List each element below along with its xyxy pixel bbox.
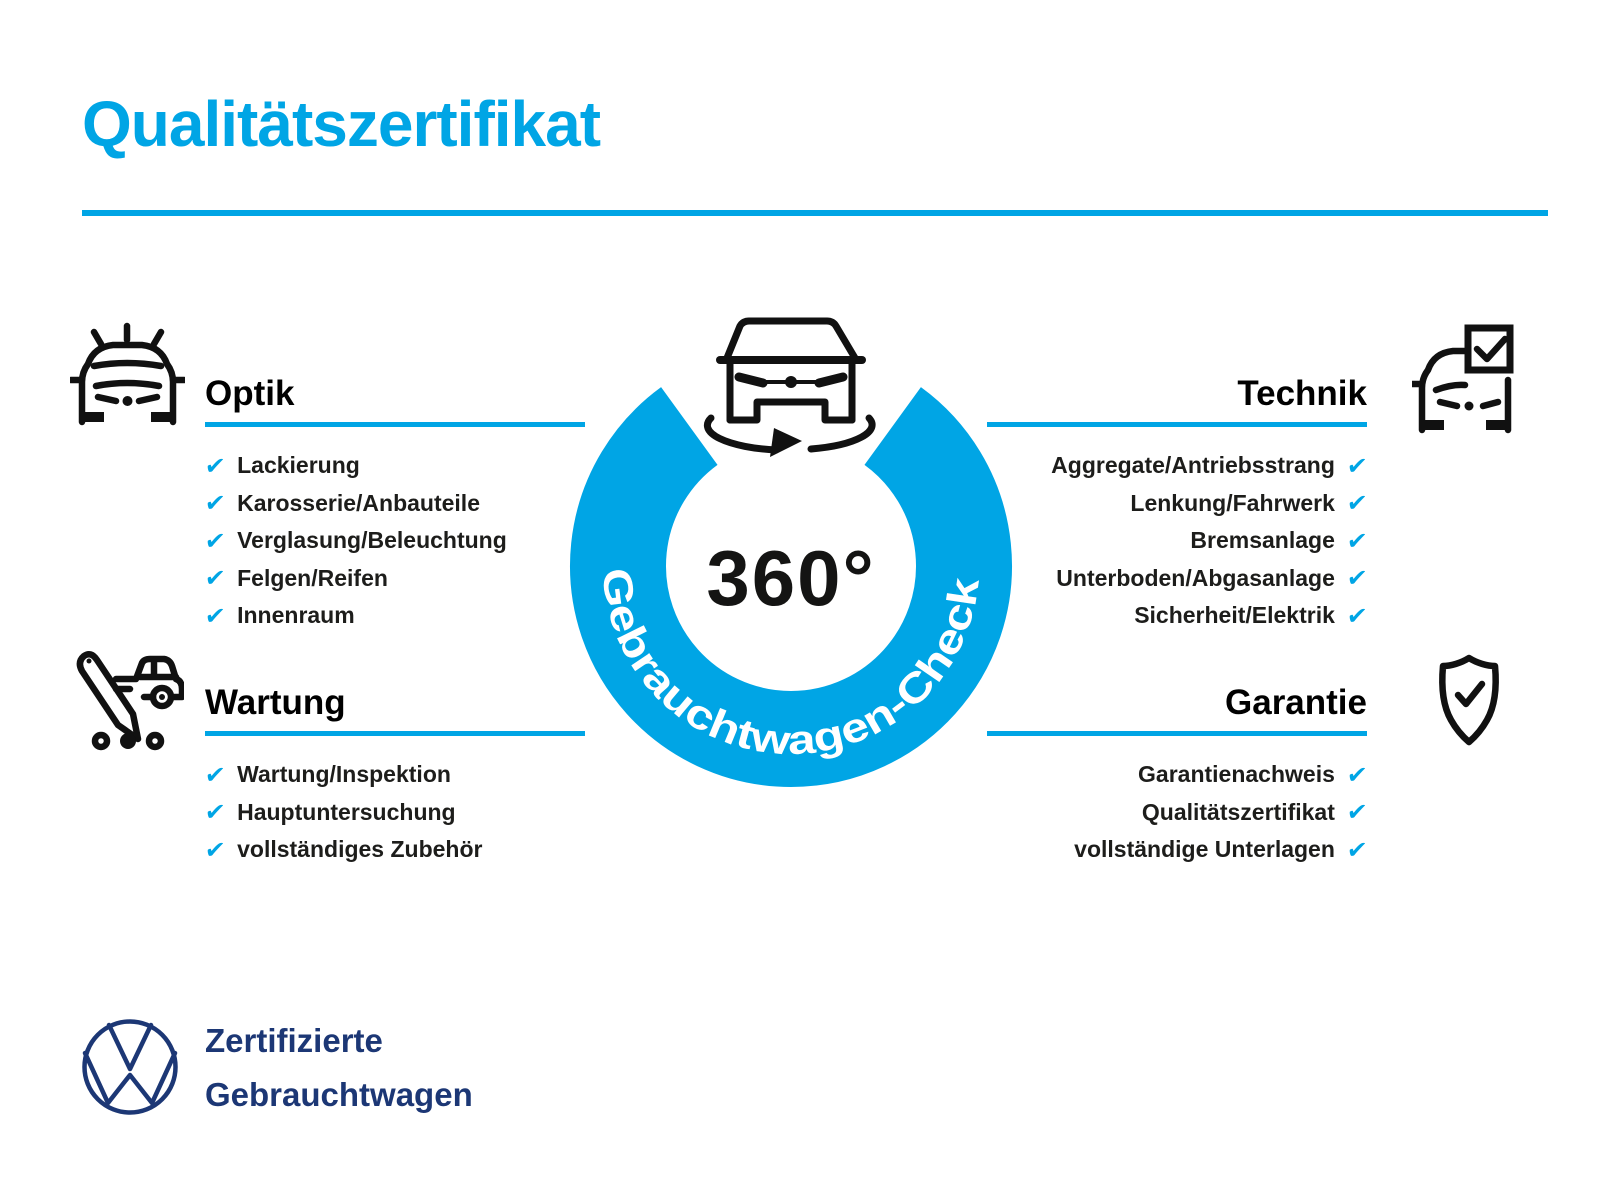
section-garantie: Garantie Garantienachweis ✔ Qualitätszert… — [987, 683, 1369, 869]
checklist-item: Aggregate/Antriebsstrang ✔ — [987, 447, 1369, 485]
shield-check-icon — [1439, 654, 1499, 746]
section-wartung-heading: Wartung — [205, 683, 346, 722]
ring-arc — [570, 387, 1012, 787]
checklist-item: ✔ Innenraum — [203, 597, 585, 635]
section-wartung-divider — [205, 731, 585, 736]
checklist-item-label: Hauptuntersuchung — [237, 798, 456, 825]
checklist-item: Unterboden/Abgasanlage ✔ — [987, 560, 1369, 598]
checklist-item-label: Garantienachweis — [1138, 761, 1335, 788]
checklist-item: ✔ Wartung/Inspektion — [203, 756, 585, 794]
checklist-item-label: Felgen/Reifen — [237, 564, 388, 591]
360-check-badge: 360° Gebrauchtwagen-Check — [570, 317, 1012, 787]
checklist-item-label: Verglasung/Beleuchtung — [237, 527, 507, 554]
checklist-item-label: vollständige Unterlagen — [1074, 836, 1335, 863]
check-icon: ✔ — [1345, 798, 1369, 827]
check-icon: ✔ — [1345, 489, 1369, 518]
checklist-item: vollständige Unterlagen ✔ — [987, 831, 1369, 869]
checklist-item: Bremsanlage ✔ — [987, 522, 1369, 560]
check-icon: ✔ — [1345, 760, 1369, 789]
checklist-item-label: Qualitätszertifikat — [1141, 798, 1335, 825]
checklist-item-label: Innenraum — [237, 602, 355, 629]
page-title: Qualitätszertifikat — [82, 88, 601, 160]
garantie-checklist: Garantienachweis ✔ Qualitätszertifikat ✔ v… — [987, 756, 1369, 869]
technik-checklist: Aggregate/Antriebsstrang ✔ Lenkung/Fahrwe… — [987, 447, 1369, 635]
title-divider — [82, 210, 1548, 216]
brand-line-2: Gebrauchtwagen — [205, 1076, 473, 1113]
section-technik-divider — [987, 422, 1367, 427]
checklist-item-label: Sicherheit/Elektrik — [1134, 602, 1335, 629]
section-technik-heading: Technik — [1237, 374, 1367, 413]
brand-line-1: Zertifizierte — [205, 1022, 383, 1059]
vw-logo — [82, 1019, 178, 1115]
car-rotation-icon — [703, 317, 876, 457]
checklist-item-label: Unterboden/Abgasanlage — [1056, 564, 1335, 591]
car-front-sparkle-icon — [70, 322, 185, 426]
checklist-item: ✔ Karosserie/Anbauteile — [203, 485, 585, 523]
checklist-item-label: Lackierung — [237, 452, 360, 479]
check-icon: ✔ — [203, 564, 227, 593]
check-icon: ✔ — [1345, 451, 1369, 480]
check-icon: ✔ — [1345, 601, 1369, 630]
check-icon: ✔ — [1345, 835, 1369, 864]
checklist-item: Sicherheit/Elektrik ✔ — [987, 597, 1369, 635]
checklist-item-label: Lenkung/Fahrwerk — [1130, 489, 1335, 516]
car-checkbox-icon — [1412, 324, 1514, 434]
checklist-item-label: Aggregate/Antriebsstrang — [1051, 452, 1335, 479]
checklist-item: ✔ Lackierung — [203, 447, 585, 485]
checklist-item: Garantienachweis ✔ — [987, 756, 1369, 794]
checklist-item-label: vollständiges Zubehör — [237, 836, 483, 863]
checklist-item: Qualitätszertifikat ✔ — [987, 794, 1369, 832]
check-icon: ✔ — [1345, 526, 1369, 555]
checklist-item: Lenkung/Fahrwerk ✔ — [987, 485, 1369, 523]
check-icon: ✔ — [203, 835, 227, 864]
degree-label: 360° — [706, 534, 875, 622]
section-optik: Optik ✔ Lackierung ✔ Karosserie/Anbauteile… — [203, 374, 585, 635]
checklist-item-label: Wartung/Inspektion — [237, 761, 451, 788]
check-icon: ✔ — [203, 526, 227, 555]
wartung-checklist: ✔ Wartung/Inspektion ✔ Hauptuntersuchung ✔… — [203, 756, 585, 869]
section-optik-divider — [205, 422, 585, 427]
check-icon: ✔ — [203, 489, 227, 518]
check-icon: ✔ — [203, 601, 227, 630]
check-icon: ✔ — [203, 798, 227, 827]
check-icon: ✔ — [1345, 564, 1369, 593]
checklist-item: ✔ Hauptuntersuchung — [203, 794, 585, 832]
checklist-item: ✔ Verglasung/Beleuchtung — [203, 522, 585, 560]
check-icon: ✔ — [203, 760, 227, 789]
checklist-item: ✔ Felgen/Reifen — [203, 560, 585, 598]
brand-text: Zertifizierte Gebrauchtwagen — [205, 1014, 473, 1122]
section-wartung: Wartung ✔ Wartung/Inspektion ✔ Hauptunters… — [203, 683, 585, 869]
section-optik-heading: Optik — [205, 374, 295, 413]
checklist-item-label: Karosserie/Anbauteile — [237, 489, 480, 516]
optik-checklist: ✔ Lackierung ✔ Karosserie/Anbauteile ✔ Verg… — [203, 447, 585, 635]
section-technik: Technik Aggregate/Antriebsstrang ✔ Lenkun… — [987, 374, 1369, 635]
section-garantie-heading: Garantie — [1225, 683, 1367, 722]
checklist-item-label: Bremsanlage — [1190, 527, 1335, 554]
checklist-item: ✔ vollständiges Zubehör — [203, 831, 585, 869]
check-icon: ✔ — [203, 451, 227, 480]
section-garantie-divider — [987, 731, 1367, 736]
pencil-car-checklist-icon — [76, 650, 184, 751]
